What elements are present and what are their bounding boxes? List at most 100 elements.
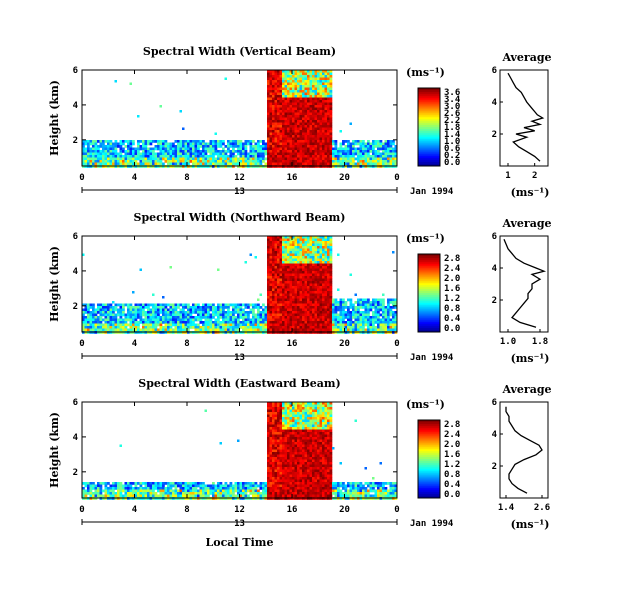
colorbar-swatch [418,255,440,259]
heatmap-cell [332,318,335,322]
heatmap-cell [307,296,310,299]
heatmap-cell [369,303,373,307]
heatmap-cell [237,145,240,148]
heatmap-cell [254,142,258,146]
heatmap-cell [92,318,95,322]
heatmap-cell [117,323,120,327]
heatmap-cell [277,273,280,277]
heatmap-cell [369,326,373,329]
heatmap-cell [247,494,250,498]
heatmap-cell [284,291,288,294]
heatmap-cell [94,311,98,314]
heatmap-cell [279,105,283,108]
heatmap-cell [132,160,135,163]
heatmap-cell [127,140,130,143]
heatmap-cell [327,311,330,314]
heatmap-cell [389,145,393,148]
heatmap-cell [274,122,278,126]
heatmap-cell [257,162,260,166]
heatmap-cell [299,110,303,113]
heatmap-cell [184,142,188,146]
heatmap-cell [229,489,233,493]
avg-x-tick-label: 1.0 [500,337,516,347]
heatmap-cell [189,147,193,151]
heatmap-cell [297,308,300,312]
heatmap-cell [317,160,320,163]
heatmap-cell [294,127,298,131]
heatmap-cell [284,120,288,123]
heatmap-cell [267,152,270,156]
heatmap-cell [114,316,118,319]
heatmap-cell [232,484,235,488]
heatmap-cell [322,311,325,314]
heatmap-cell [379,301,383,304]
heatmap-cell [382,308,385,312]
heatmap-cell [194,150,198,153]
heatmap-cell [317,162,320,166]
heatmap-cell [269,427,273,430]
heatmap-cell [249,328,253,332]
heatmap-cell [324,142,328,146]
heatmap-cell [387,298,390,302]
heatmap-cell [287,150,290,153]
heatmap-cell [172,328,175,332]
heatmap-cell [157,155,160,158]
heatmap-cell [382,316,385,319]
heatmap-cell [127,323,130,327]
heatmap-cell [97,160,100,163]
heatmap-cell [232,162,235,166]
heatmap-cell [99,306,103,309]
heatmap-cell [242,326,245,329]
heatmap-cell [309,112,313,116]
heatmap-cell [287,85,290,88]
heatmap-cell [287,318,290,322]
heatmap-cell [329,268,333,272]
heatmap-cell [129,494,133,498]
heatmap-cell [267,147,270,151]
heatmap-cell [247,306,250,309]
heatmap-cell [92,313,95,317]
heatmap-cell [294,246,298,249]
heatmap-cell [309,100,313,103]
heatmap-cell [347,308,350,312]
heatmap-cell [302,326,305,329]
heatmap-cell [387,321,390,324]
heatmap-cell [394,145,398,148]
heatmap-cell [287,142,290,146]
heatmap-cell [142,313,145,317]
heatmap-cell [284,80,288,83]
heatmap-cell [382,157,385,161]
heatmap-cell [369,318,373,322]
heatmap-cell [219,313,223,317]
heatmap-cell [189,306,193,309]
heatmap-cell [242,318,245,322]
heatmap-cell [329,140,333,143]
heatmap-cell [302,145,305,148]
heatmap-cell [257,157,260,161]
heatmap-cell [329,155,333,158]
heatmap-cell [277,102,280,106]
heatmap-cell [319,102,323,106]
heatmap-cell [324,125,328,128]
heatmap-cell [164,328,168,332]
heatmap-cell [234,140,238,143]
heatmap-cell [319,85,323,88]
heatmap-cell [224,152,228,156]
heatmap-cell [229,316,233,319]
heatmap-cell [164,160,168,163]
heatmap-cell [222,316,225,319]
colorbar-swatch [418,158,440,161]
heatmap-cell [279,130,283,133]
heatmap-cell [279,125,283,128]
heatmap-cell [287,248,290,252]
heatmap-cell [182,142,185,146]
heatmap-cell [327,77,330,81]
heatmap-cell [309,95,313,98]
heatmap-cell [107,494,110,498]
heatmap-cell [299,125,303,128]
heatmap-cell [82,155,85,158]
heatmap-cell [154,140,158,143]
heatmap-cell [304,142,308,146]
heatmap-cell [297,316,300,319]
heatmap-cell [359,328,363,332]
